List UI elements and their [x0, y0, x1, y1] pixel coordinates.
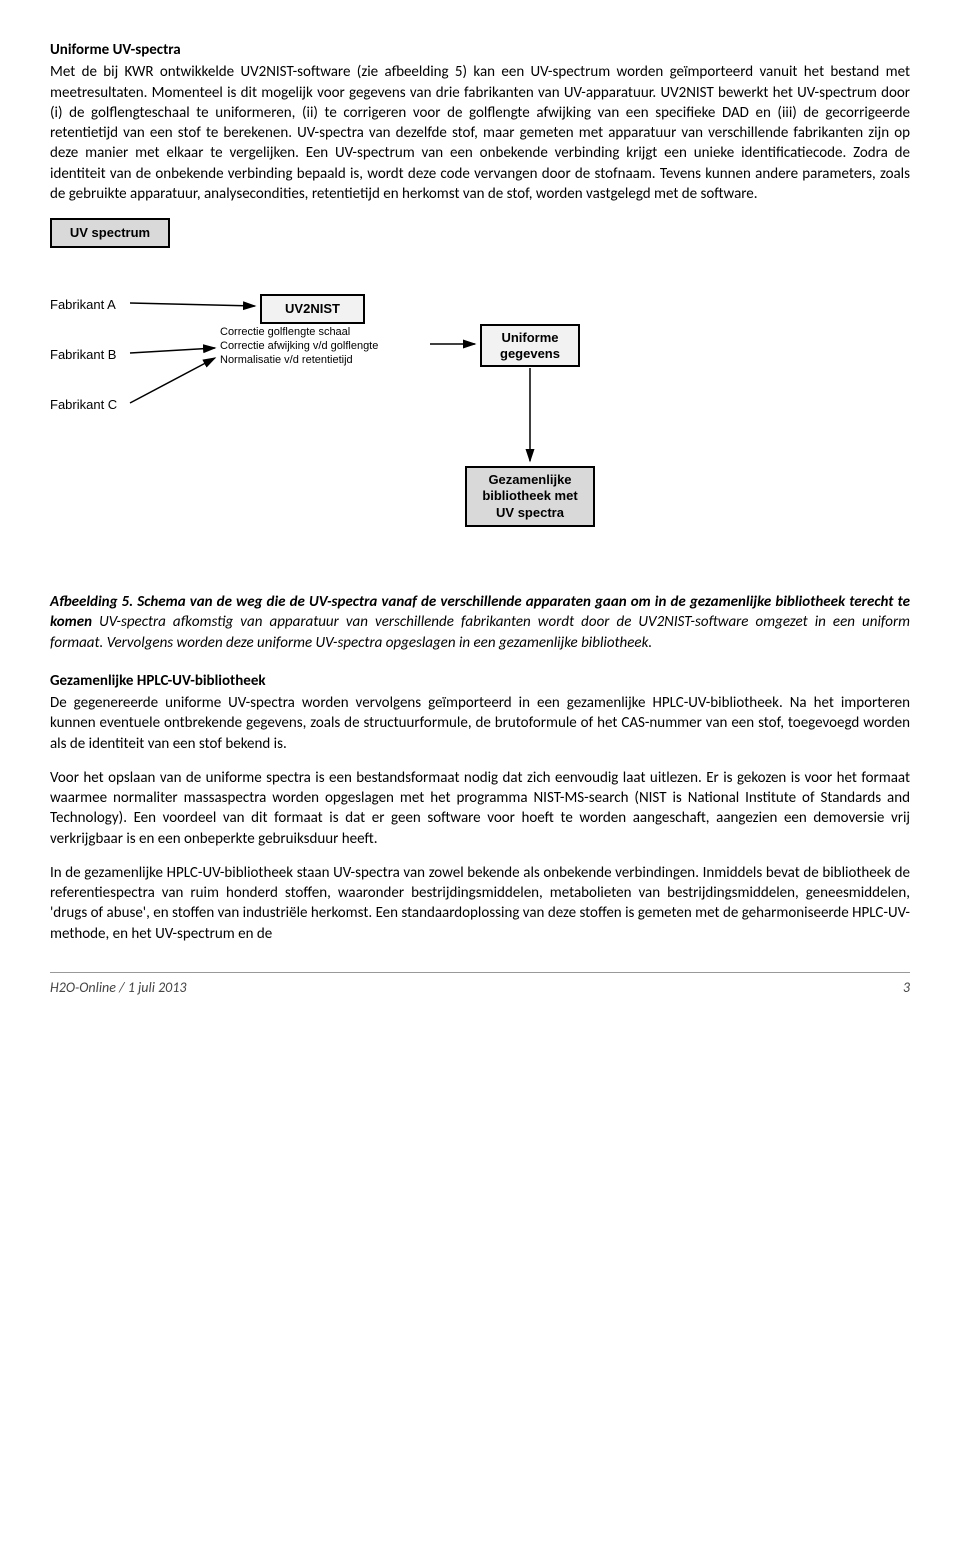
- diagram-subtext: Correctie golflengte schaal Correctie af…: [220, 326, 430, 367]
- footer-page-number: 3: [903, 979, 910, 998]
- diagram-arrows: [50, 218, 770, 578]
- section2-p1: De gegenereerde uniforme UV-spectra word…: [50, 693, 910, 754]
- diagram-subtext-line2: Correctie afwijking v/d golflengte: [220, 340, 378, 352]
- section1-body: Met de bij KWR ontwikkelde UV2NIST-softw…: [50, 62, 910, 204]
- footer-left: H2O-Online / 1 juli 2013: [50, 979, 683, 998]
- diagram-label-fabrikant-c: Fabrikant C: [50, 396, 117, 414]
- diagram-subtext-line1: Correctie golflengte schaal: [220, 326, 350, 338]
- section2-p2: Voor het opslaan van de uniforme spectra…: [50, 768, 910, 849]
- diagram-box-uv2nist: UV2NIST: [260, 294, 365, 324]
- section2-title: Gezamenlijke HPLC-UV-bibliotheek: [50, 671, 910, 691]
- section2-p3: In de gezamenlijke HPLC-UV-bibliotheek s…: [50, 863, 910, 944]
- diagram-subtext-line3: Normalisatie v/d retentietijd: [220, 354, 353, 366]
- diagram-afbeelding-5: UV spectrum Fabrikant A Fabrikant B Fabr…: [50, 218, 770, 578]
- diagram-label-fabrikant-a: Fabrikant A: [50, 296, 116, 314]
- caption-rest: UV-spectra afkomstig van apparatuur van …: [50, 613, 910, 651]
- page-footer: H2O-Online / 1 juli 2013 3: [50, 972, 910, 998]
- diagram-box-uniforme: Uniforme gegevens: [480, 324, 580, 367]
- diagram-label-fabrikant-b: Fabrikant B: [50, 346, 116, 364]
- diagram-box-bibliotheek: Gezamenlijke bibliotheek met UV spectra: [465, 466, 595, 527]
- section1-title: Uniforme UV-spectra: [50, 40, 910, 60]
- afbeelding5-caption: Afbeelding 5. Schema van de weg die de U…: [50, 592, 910, 653]
- diagram-box-uv-spectrum: UV spectrum: [50, 218, 170, 248]
